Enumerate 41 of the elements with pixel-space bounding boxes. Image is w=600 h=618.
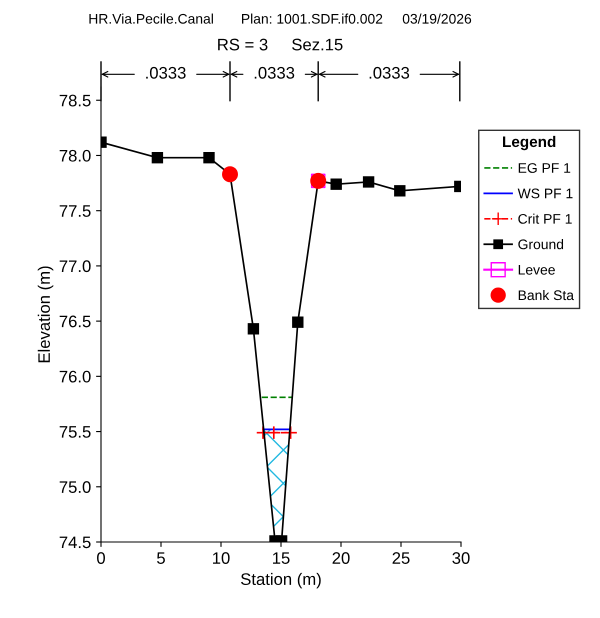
y-tick-label: 75.0 (60, 481, 91, 493)
point (330, 178, 342, 190)
x-axis-title: Station (m) (241, 572, 321, 588)
point (222, 166, 238, 182)
legend-label: Ground (518, 239, 564, 250)
y-tick-label: 78.0 (60, 150, 91, 162)
chart-subtitle: RS = 3 Sez.15 (218, 38, 343, 50)
x-tick-label: 30 (452, 552, 470, 564)
x-tick-label: 0 (97, 552, 105, 564)
x-tick-label: 10 (213, 552, 230, 564)
point (266, 426, 281, 440)
y-tick-label: 76.5 (60, 316, 91, 328)
point (248, 323, 260, 335)
legend-label: WS PF 1 (518, 188, 573, 198)
point (284, 426, 298, 440)
point (152, 152, 164, 164)
y-tick-label: 75.5 (60, 426, 91, 438)
point (203, 152, 215, 164)
point (292, 316, 304, 328)
x-tick-label: 5 (157, 552, 165, 564)
x-tick-label: 15 (273, 552, 290, 564)
y-axis-title: Elevation (m) (38, 266, 54, 362)
y-tick-label: 74.5 (60, 536, 91, 548)
point (362, 176, 374, 188)
text: .0333 (254, 66, 294, 79)
legend-label: Crit PF 1 (518, 214, 572, 224)
chart-title: HR.Via.Pecile.Canal Plan: 1001.SDF.if0.002 03/19/2026 (89, 14, 472, 24)
x-tick-label: 25 (392, 552, 410, 564)
point (256, 426, 270, 440)
x-tick-label: 20 (332, 552, 350, 564)
y-tick-label: 78.5 (60, 94, 91, 106)
point (394, 185, 406, 197)
legend-title: Legend (503, 136, 556, 150)
legend-label: Levee (518, 265, 555, 275)
text: .0333 (146, 66, 186, 79)
y-tick-label: 77.5 (60, 205, 91, 217)
y-tick-label: 76.0 (60, 370, 91, 383)
legend-label: Bank Sta (518, 290, 574, 300)
y-tick-label: 77.0 (60, 260, 91, 272)
text: .0333 (370, 66, 410, 79)
legend-label: EG PF 1 (518, 163, 570, 173)
